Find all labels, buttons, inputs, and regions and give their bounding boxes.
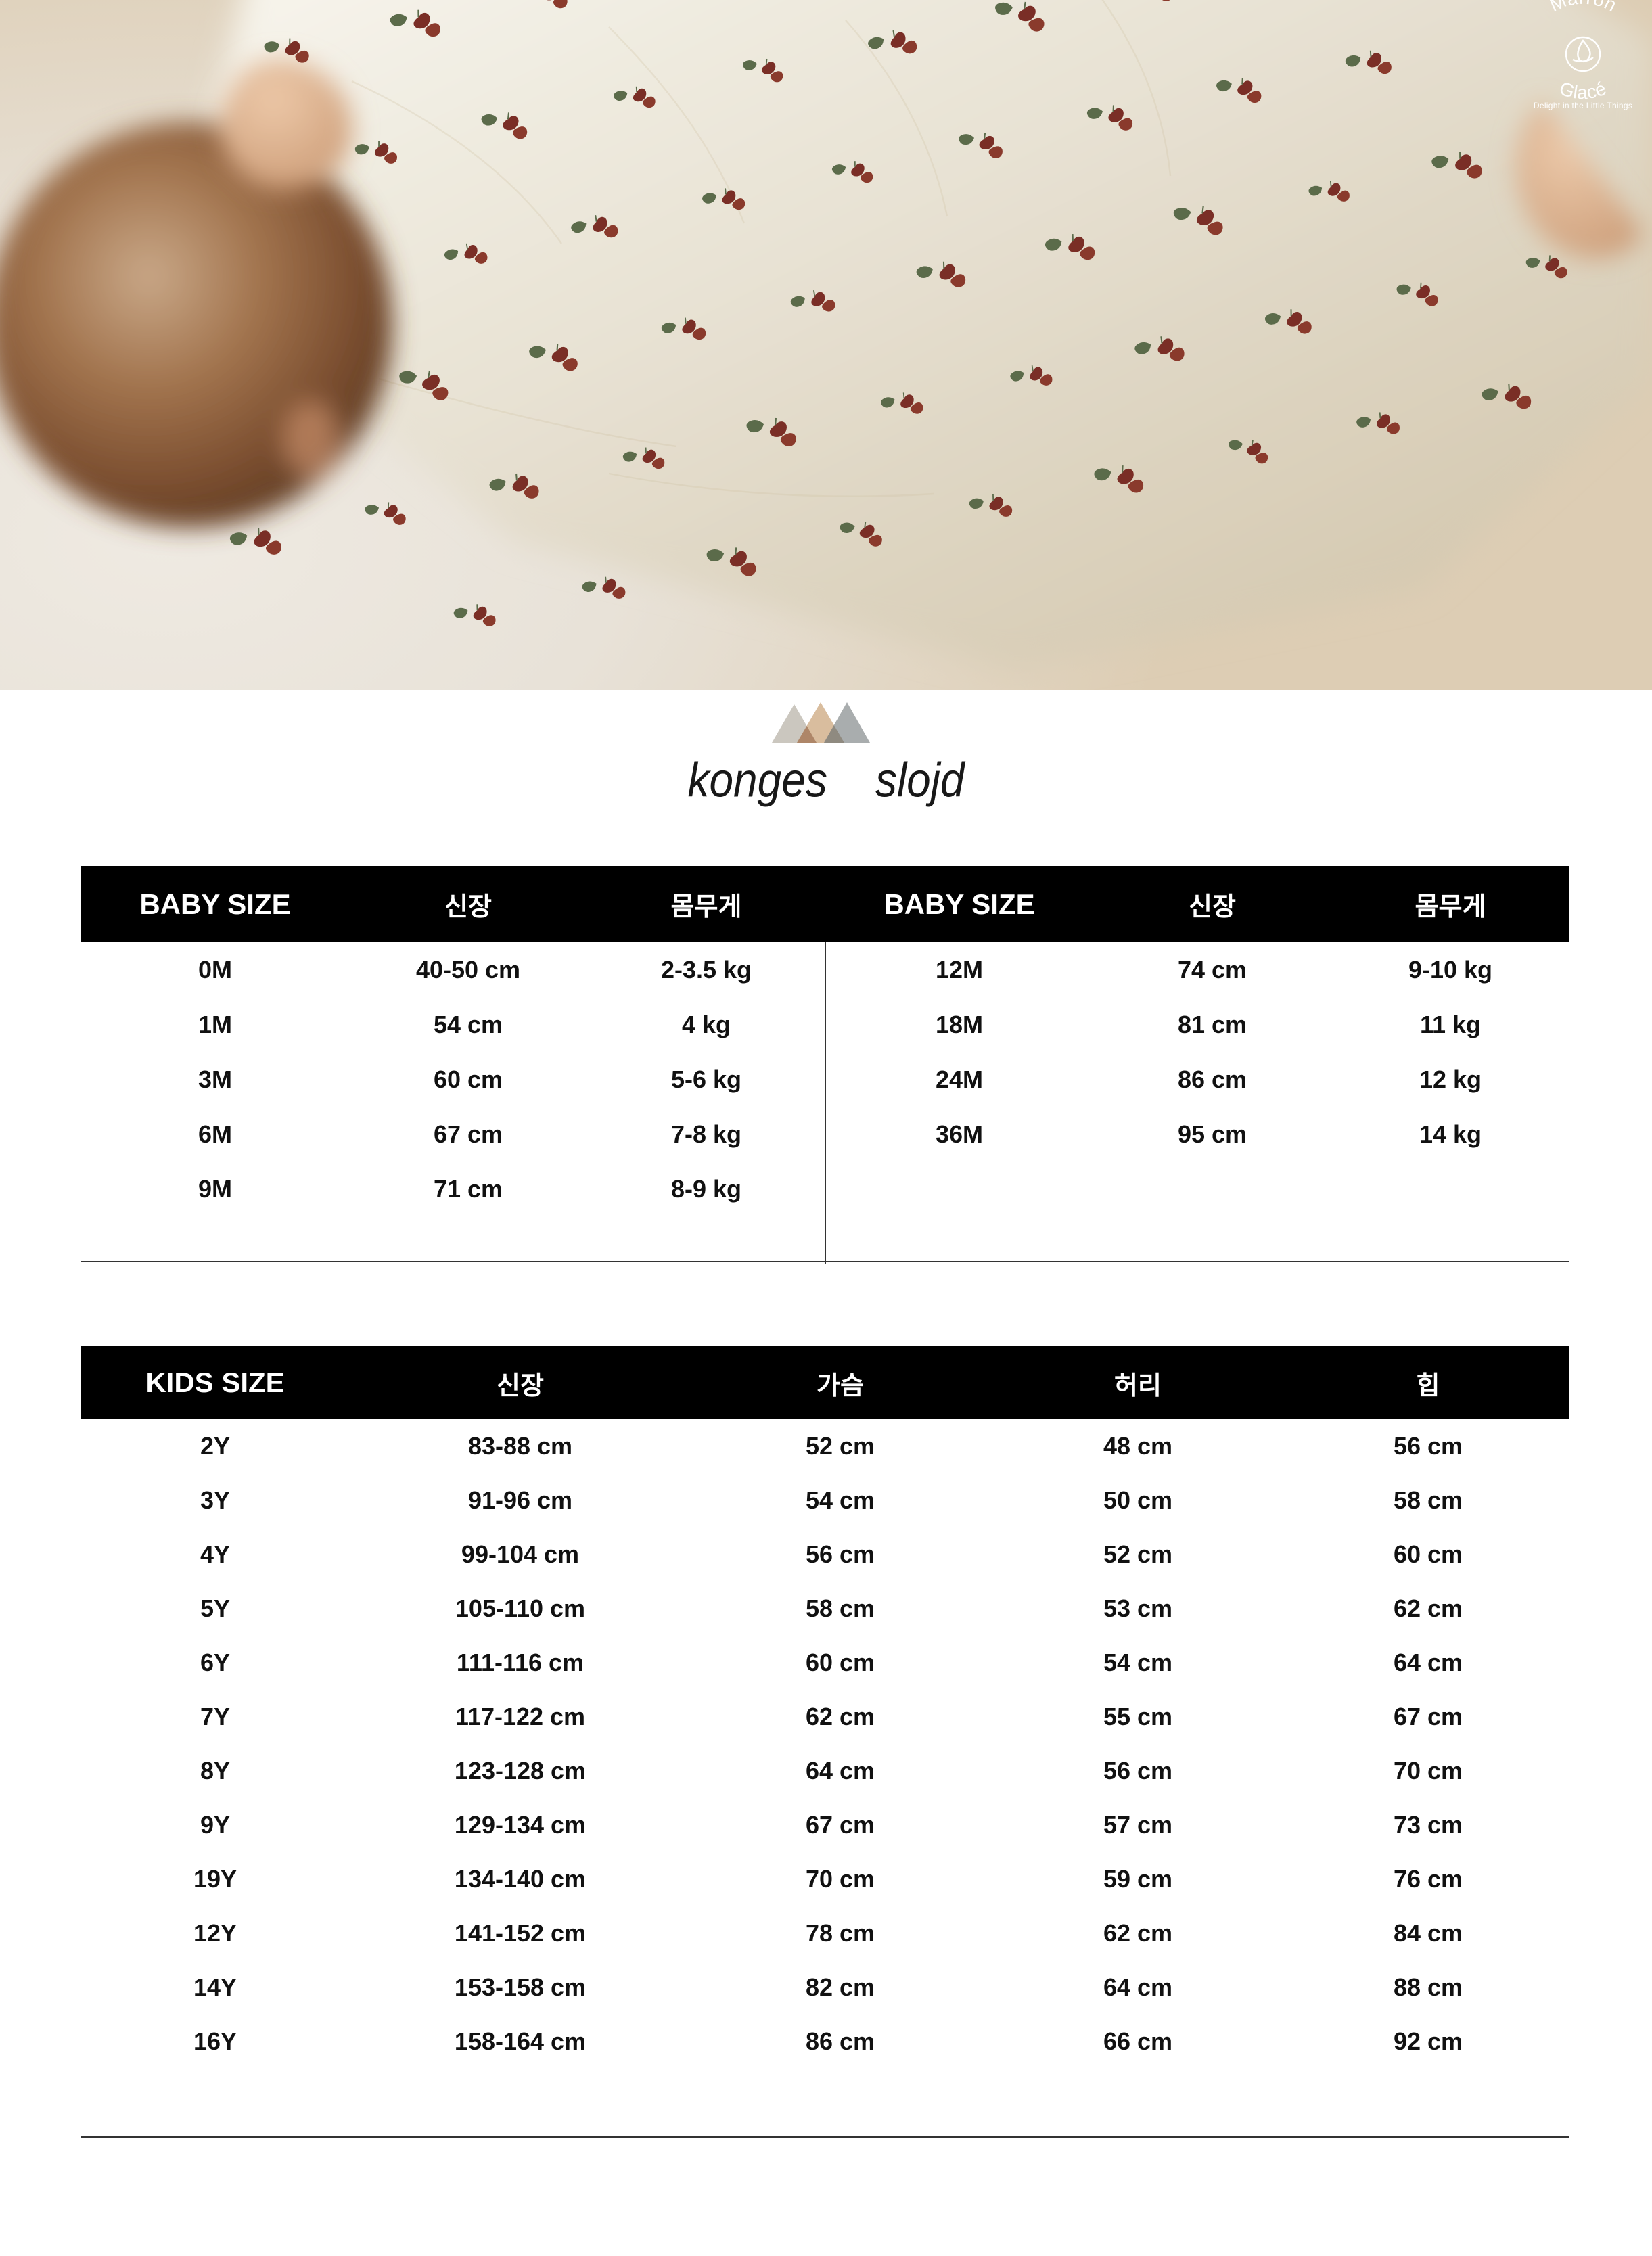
svg-text:Delight in the Little Things: Delight in the Little Things <box>1534 101 1632 110</box>
